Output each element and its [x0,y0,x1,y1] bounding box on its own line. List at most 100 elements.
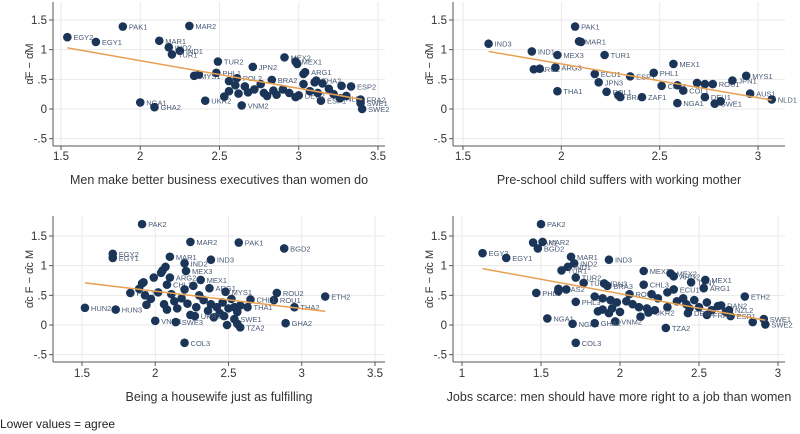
point-label: EGY2 [119,250,139,259]
point-label: MEX2 [290,53,310,62]
point-marker [206,255,216,265]
point-label: MYS1 [200,72,220,81]
point-marker [612,298,622,307]
point-label: UKR2 [654,309,674,318]
point-label: ARG2 [540,65,560,74]
point-marker [702,298,712,307]
point-marker [237,101,246,110]
point-label: TUR1 [178,50,198,59]
point-label: TUR1 [611,51,631,60]
point-marker [316,96,326,105]
point-marker [598,305,607,314]
data-point: FRA2 [702,310,732,320]
point-marker [180,285,189,294]
point-marker [568,319,577,329]
x-tick-label: 3 [299,368,305,380]
data-point: IND1 [175,46,203,56]
x-tick-label: 2 [558,151,564,163]
point-label: MAR2 [549,238,570,247]
data-point: MEX1 [196,275,227,285]
point-marker [571,273,581,282]
point-marker [538,237,547,247]
data-point [278,85,288,94]
point-marker [235,301,245,310]
data-point: NGA2 [568,319,599,329]
point-marker [108,253,118,263]
data-point: IND3 [484,39,512,49]
point-label: PAK1 [245,239,264,248]
point-label: MEX3 [563,51,583,60]
data-point: TUR1 [600,50,631,60]
point-marker [602,87,611,97]
data-point [292,59,302,69]
y-tick-label: .5 [37,74,47,86]
point-marker [272,90,281,100]
data-point: BRA3 [603,281,633,291]
x-tick-label: 2 [137,151,143,163]
point-label: ROU1 [280,296,301,305]
data-point: TUR1 [167,50,198,59]
point-marker [111,305,120,314]
x-tick-label: 3 [755,151,761,163]
data-point: ROU2 [272,288,304,298]
point-marker [118,22,128,31]
data-point: BGD2 [533,244,564,253]
point-marker [278,85,288,94]
point-marker [557,266,566,275]
point-marker [501,253,511,263]
point-marker [181,266,191,276]
data-point [162,305,172,314]
data-point [203,306,213,316]
point-marker [603,281,612,291]
data-point: JPN2 [248,62,277,72]
data-point: THA1 [553,86,583,96]
data-point [234,89,243,98]
point-marker [280,53,289,62]
data-point [153,288,163,297]
data-point: ETH2 [320,292,350,302]
data-point: HUN3 [111,305,142,315]
point-marker [292,59,302,69]
point-marker [310,78,319,87]
fit-line [67,47,363,101]
point-label: HUN2 [91,304,111,313]
y-axis-title: α̂F − α̂M [424,43,436,84]
data-point [169,296,179,306]
data-point [305,86,315,96]
point-label: TUR2 [224,58,244,67]
point-marker [269,295,279,305]
x-tick-label: 2 [152,368,158,380]
point-marker [189,281,198,291]
point-marker [320,292,330,301]
data-point: GHA2 [281,318,312,328]
point-label: PHL1 [660,69,679,78]
point-label: BRA2 [278,76,298,85]
data-point: MEX2 [280,53,311,62]
data-point [576,37,586,47]
point-marker [563,262,573,272]
point-marker [190,311,200,321]
data-point: ECU1 [590,69,621,79]
point-marker [669,272,679,281]
data-point: BRA2 [267,75,298,85]
data-point: HUN2 [80,303,111,313]
point-marker [571,297,581,307]
data-point: PHL1 [649,68,679,78]
point-marker [692,78,702,88]
point-marker [299,69,308,79]
point-label: ESP1 [636,72,655,81]
data-point: IND1 [527,47,555,56]
point-label: SWE2 [368,105,389,114]
data-point: BGD2 [279,244,311,253]
point-marker [683,308,693,318]
point-marker [139,277,148,287]
footnote: Lower values = agree [0,417,116,431]
x-tick-label: 3.5 [370,151,386,163]
point-marker [177,294,186,303]
point-marker [740,292,750,301]
data-point [554,286,563,296]
point-marker [748,317,758,327]
point-marker [162,305,172,314]
point-marker [689,295,699,305]
point-label: CHL3 [173,281,192,290]
